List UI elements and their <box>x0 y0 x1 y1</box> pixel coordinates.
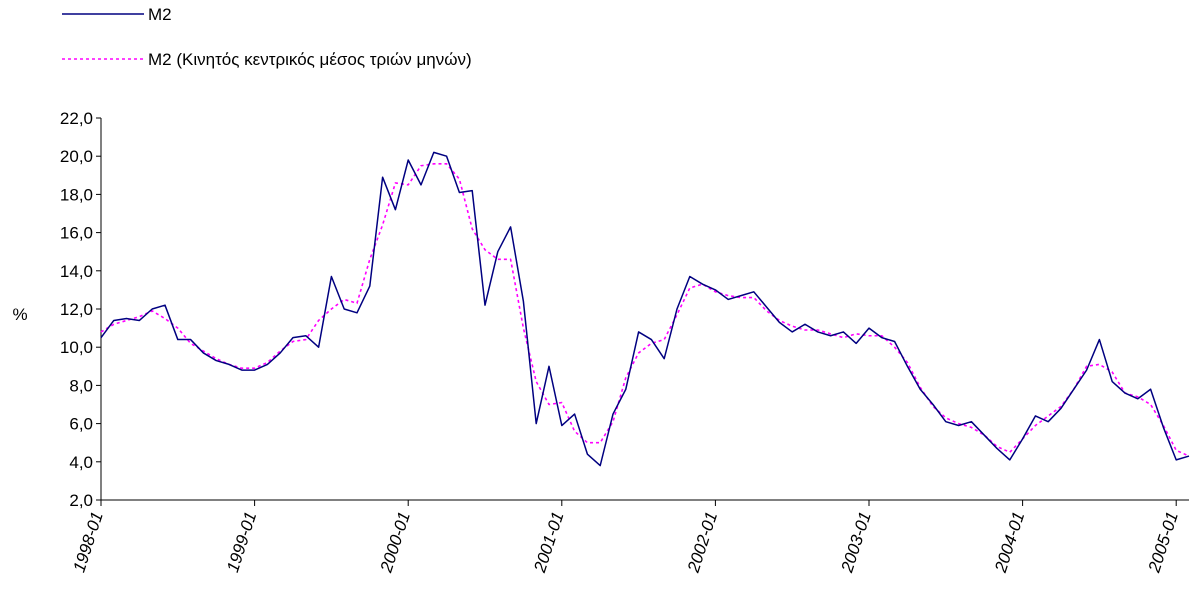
y-axis-title: % <box>12 305 27 324</box>
y-tick-label: 6,0 <box>69 415 93 434</box>
x-tick-label: 2000-01 <box>376 509 414 575</box>
series-line-m2-moving-average <box>100 163 1190 457</box>
x-ticks: 1998-01 1999-01 2000-01 2001-01 2002-01 2003-… <box>69 500 1182 576</box>
axes <box>100 118 1189 501</box>
y-tick-label: 2,0 <box>69 491 93 510</box>
x-tick-label: 2005-01 <box>1144 509 1182 575</box>
y-tick-label: 8,0 <box>69 376 93 395</box>
x-tick-label: 2001-01 <box>530 509 568 575</box>
y-tick-label: 12,0 <box>60 300 93 319</box>
x-tick-label: 2002-01 <box>684 509 722 575</box>
y-tick-label: 10,0 <box>60 338 93 357</box>
y-tick-label: 20,0 <box>60 147 93 166</box>
y-tick-label: 16,0 <box>60 224 93 243</box>
x-tick-label: 2004-01 <box>991 509 1029 575</box>
y-tick-label: 14,0 <box>60 262 93 281</box>
legend-label-m2: M2 <box>148 5 172 24</box>
y-tick-label: 4,0 <box>69 453 93 472</box>
y-tick-label: 22,0 <box>60 109 93 128</box>
legend: M2 M2 (Κινητός κεντρικός μέσος τριών μην… <box>62 5 472 69</box>
x-tick-label: 1999-01 <box>223 509 260 574</box>
legend-label-m2-moving-average: M2 (Κινητός κεντρικός μέσος τριών μηνών) <box>148 50 472 69</box>
series-layer <box>100 151 1190 467</box>
x-tick-label: 2003-01 <box>837 509 875 575</box>
x-tick-label: 1998-01 <box>69 509 106 574</box>
y-ticks: 2,0 4,0 6,0 8,0 10,0 12,0 14,0 16,0 18,0 20,0 22,0 <box>60 109 101 510</box>
y-tick-label: 18,0 <box>60 185 93 204</box>
series-line-m2 <box>100 151 1190 467</box>
